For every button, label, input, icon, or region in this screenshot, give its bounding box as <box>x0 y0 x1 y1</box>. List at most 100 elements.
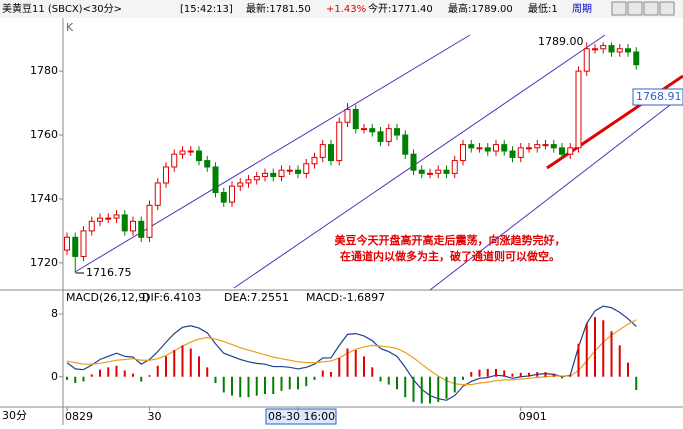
candle-body <box>583 48 590 72</box>
candle-body <box>608 45 615 53</box>
nav-button[interactable] <box>643 1 659 16</box>
candle-body <box>625 48 631 53</box>
candle-body <box>179 150 186 155</box>
candle-body <box>146 204 153 238</box>
candle-body <box>435 169 442 174</box>
candle-body <box>476 147 483 150</box>
y-tick-label: 1780 <box>30 64 58 77</box>
high: 最高:1789.00 <box>448 2 513 15</box>
candle-body <box>369 128 376 133</box>
candle-body <box>501 144 508 152</box>
candle-body <box>460 144 466 162</box>
candle-body <box>517 147 524 158</box>
candle-body <box>262 172 268 178</box>
candle-body <box>451 160 458 174</box>
candle-body <box>97 217 103 222</box>
panel-label: K <box>66 21 74 34</box>
candle-body <box>303 163 310 174</box>
y-tick-label: 1760 <box>30 128 58 141</box>
candle-body <box>121 214 128 232</box>
candle-body <box>394 128 400 136</box>
legend-dea: DEA:7.2551 <box>224 291 289 304</box>
macd-title: MACD(26,12,9) <box>66 291 150 304</box>
candle-body <box>352 108 359 130</box>
candle-body <box>344 108 351 123</box>
candle-body <box>534 144 541 149</box>
nav-button[interactable] <box>659 1 675 16</box>
candle-body <box>64 236 70 251</box>
candle-body <box>550 144 557 149</box>
candle-body <box>616 48 623 53</box>
low: 最低:1 <box>528 2 558 15</box>
candle-body <box>311 156 318 165</box>
legend-dif: DIF:6.4103 <box>142 291 201 304</box>
candle-body <box>410 153 417 171</box>
candle-body <box>468 144 475 149</box>
candle-body <box>88 220 95 232</box>
price-marker-label: 1768.91 <box>636 90 682 103</box>
candle-body <box>418 169 425 174</box>
x-tick-label: 30 <box>148 410 162 423</box>
candle-body <box>187 150 194 153</box>
candle-body <box>484 147 491 152</box>
x-tick-label: 08-30 16:00 <box>268 410 335 423</box>
candle-body <box>385 128 392 142</box>
y-tick-label: 1720 <box>30 256 58 269</box>
candle-body <box>130 220 136 232</box>
candle-body <box>138 220 145 238</box>
change: +1.43% <box>326 4 366 15</box>
candle-body <box>542 144 549 147</box>
x-axis-label: 30分 <box>2 409 27 422</box>
candle-body <box>575 70 582 149</box>
candle-body <box>154 182 161 206</box>
candle-body <box>567 147 574 155</box>
macd-line <box>66 319 637 386</box>
candle-body <box>229 185 235 203</box>
candle-body <box>278 169 285 178</box>
candle-body <box>592 48 598 51</box>
x-tick-label: 0901 <box>519 410 547 423</box>
y-tick-label: 1740 <box>30 192 58 205</box>
candle-body <box>633 51 640 66</box>
candle-body <box>526 147 532 150</box>
x-tick-label: 0829 <box>65 410 93 423</box>
candle-body <box>270 172 277 178</box>
candle-body <box>443 169 450 174</box>
candle-body <box>72 236 79 257</box>
candle-body <box>319 144 326 158</box>
low-annotation: 1716.75 <box>86 266 132 279</box>
candle-body <box>493 144 499 152</box>
candle-body <box>336 121 343 162</box>
note: 在通道内以做多为主，破了通道则可以做空。 <box>340 249 560 263</box>
candle-body <box>253 176 260 181</box>
candle-body <box>245 179 252 184</box>
candle-body <box>220 192 227 203</box>
nav-button[interactable] <box>611 1 627 16</box>
candle-body <box>377 131 384 142</box>
candle-body <box>212 166 219 194</box>
open: 今开:1771.40 <box>368 2 433 15</box>
candle-body <box>328 144 334 162</box>
candle-body <box>509 150 516 158</box>
candle-body <box>600 45 607 50</box>
candle-body <box>286 169 293 172</box>
candle-body <box>80 230 87 257</box>
price-marker <box>632 88 683 106</box>
candle-body <box>113 214 120 219</box>
header-bar <box>0 0 683 18</box>
candle-body <box>402 134 409 155</box>
candle-body <box>237 182 244 187</box>
y-tick-label: 0 <box>51 370 58 383</box>
candle-body <box>196 150 202 162</box>
high-annotation: 1789.00 <box>538 35 584 48</box>
nav-button[interactable] <box>627 1 643 16</box>
legend-macd: MACD:-1.6897 <box>306 291 385 304</box>
candle-body <box>163 166 169 184</box>
cursor-box <box>265 408 337 425</box>
candle-body <box>171 153 178 168</box>
y-tick-label: 8 <box>51 307 58 320</box>
channel-line <box>429 94 683 291</box>
period[interactable]: 周期 <box>572 3 592 15</box>
candle-body <box>559 147 565 155</box>
